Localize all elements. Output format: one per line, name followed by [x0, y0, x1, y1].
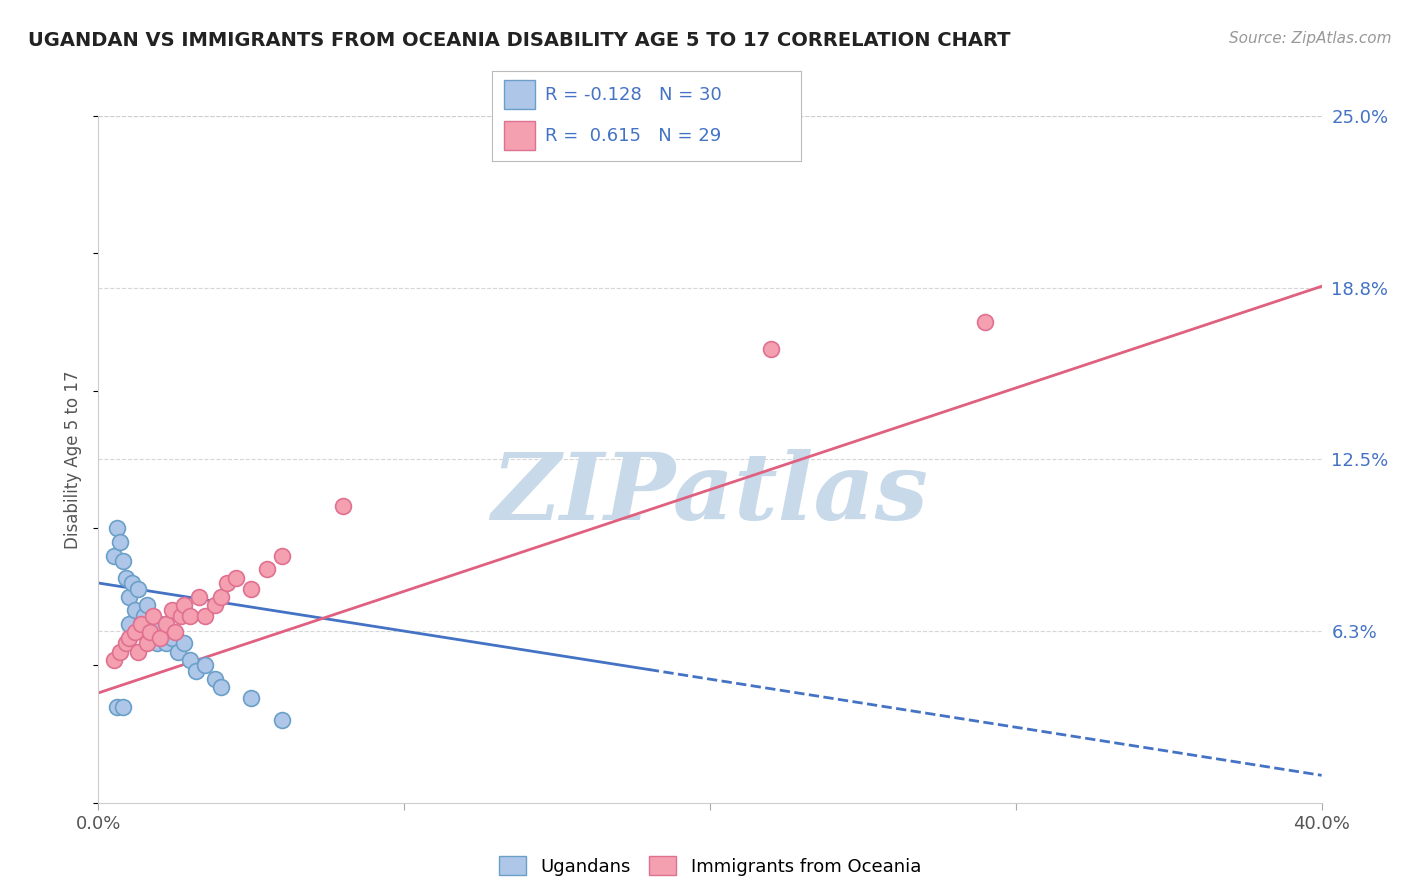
Point — [124, 625, 146, 640]
FancyBboxPatch shape — [505, 80, 536, 109]
Point — [105, 521, 128, 535]
Point — [149, 617, 172, 632]
Point — [108, 534, 131, 549]
Point — [155, 636, 177, 650]
Point — [142, 609, 165, 624]
Point — [225, 570, 247, 584]
Point — [127, 582, 149, 596]
Point — [103, 653, 125, 667]
Point — [142, 623, 165, 637]
Point — [121, 576, 143, 591]
Point — [240, 582, 263, 596]
Text: Source: ZipAtlas.com: Source: ZipAtlas.com — [1229, 31, 1392, 46]
Point — [129, 617, 152, 632]
Point — [149, 631, 172, 645]
Point — [160, 603, 183, 617]
Point — [179, 653, 201, 667]
Point — [115, 570, 138, 584]
Point — [170, 609, 193, 624]
Point — [173, 598, 195, 612]
Point — [111, 554, 134, 568]
Point — [139, 625, 162, 640]
Point — [118, 617, 141, 632]
Point — [173, 636, 195, 650]
Point — [115, 636, 138, 650]
Point — [129, 617, 152, 632]
Point — [160, 631, 183, 645]
Point — [127, 645, 149, 659]
Point — [270, 714, 292, 728]
Y-axis label: Disability Age 5 to 17: Disability Age 5 to 17 — [65, 370, 83, 549]
Text: ZIPatlas: ZIPatlas — [492, 449, 928, 539]
Point — [270, 549, 292, 563]
Point — [134, 609, 156, 624]
Point — [111, 699, 134, 714]
Point — [118, 590, 141, 604]
FancyBboxPatch shape — [505, 121, 536, 150]
Point — [145, 636, 167, 650]
Point — [118, 631, 141, 645]
Text: R = -0.128   N = 30: R = -0.128 N = 30 — [544, 86, 721, 103]
Point — [103, 549, 125, 563]
Point — [155, 617, 177, 632]
Point — [179, 609, 201, 624]
Point — [215, 576, 238, 591]
Point — [124, 603, 146, 617]
Point — [256, 562, 278, 576]
Point — [759, 343, 782, 357]
Point — [194, 609, 217, 624]
Point — [108, 645, 131, 659]
Point — [974, 315, 997, 329]
Point — [194, 658, 217, 673]
Point — [204, 598, 226, 612]
Text: UGANDAN VS IMMIGRANTS FROM OCEANIA DISABILITY AGE 5 TO 17 CORRELATION CHART: UGANDAN VS IMMIGRANTS FROM OCEANIA DISAB… — [28, 31, 1011, 50]
Point — [136, 598, 159, 612]
Point — [204, 672, 226, 686]
Point — [105, 699, 128, 714]
Point — [332, 499, 354, 513]
Text: R =  0.615   N = 29: R = 0.615 N = 29 — [544, 127, 721, 145]
Legend: Ugandans, Immigrants from Oceania: Ugandans, Immigrants from Oceania — [492, 849, 928, 883]
Point — [240, 691, 263, 706]
Point — [188, 590, 211, 604]
Point — [136, 636, 159, 650]
Point — [167, 645, 190, 659]
Point — [163, 625, 186, 640]
Point — [209, 681, 232, 695]
Point — [186, 664, 208, 678]
Point — [139, 631, 162, 645]
Point — [209, 590, 232, 604]
